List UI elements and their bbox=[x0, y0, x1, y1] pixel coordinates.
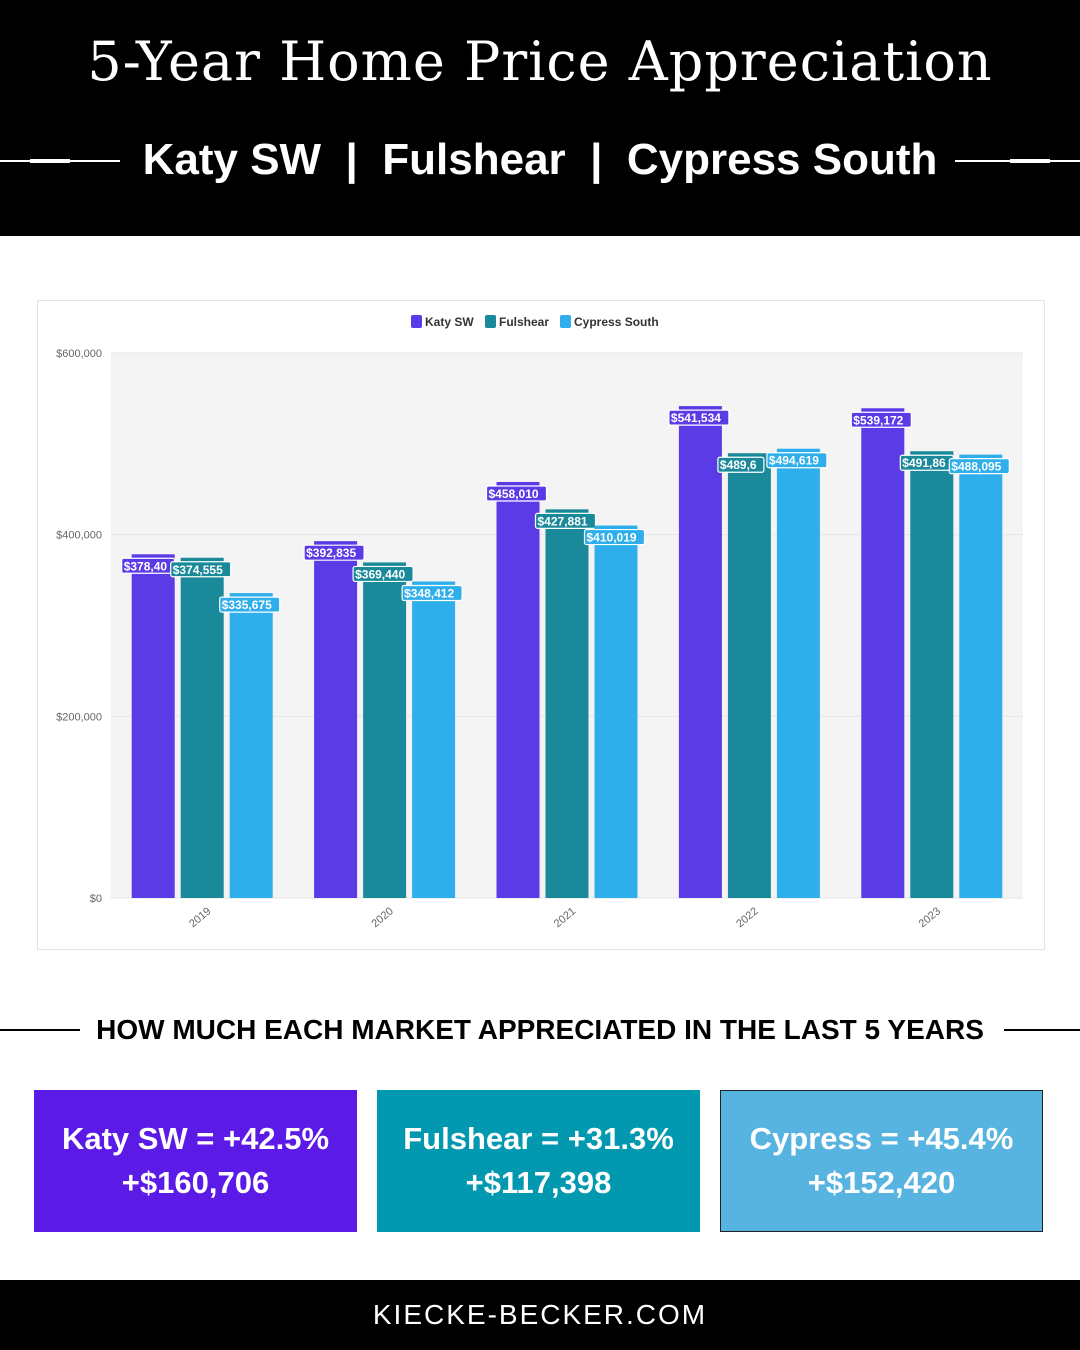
data-label: $348,412 bbox=[404, 587, 454, 601]
bar-fulshear-2019 bbox=[180, 557, 224, 898]
chart-container: $0 $200,000 $400,000 $600,000 Katy SW Fulshea… bbox=[37, 300, 1045, 950]
data-label: $458,010 bbox=[489, 487, 539, 501]
legend-swatch-cypress-south bbox=[560, 315, 571, 328]
bar-fulshear-2021 bbox=[545, 509, 589, 898]
bar-cypress-south-2023 bbox=[959, 454, 1003, 898]
data-label-bg bbox=[485, 485, 548, 502]
stat-card-fulshear: Fulshear = +31.3% +$117,398 bbox=[377, 1090, 700, 1232]
header-banner: 5-Year Home Price Appreciation Katy SW |… bbox=[0, 0, 1080, 236]
bar-katy-sw-2022 bbox=[678, 406, 722, 898]
data-label-bg bbox=[401, 584, 463, 602]
stat-katy-percent: Katy SW = +42.5% bbox=[61, 1121, 330, 1156]
x-tick-label: 2020 bbox=[369, 905, 395, 930]
data-label: $488,095 bbox=[951, 460, 1001, 474]
stat-card-cypress: Cypress = +45.4% +$152,420 bbox=[720, 1090, 1043, 1232]
data-label-bg bbox=[170, 561, 232, 578]
data-label-bg bbox=[303, 544, 365, 561]
bar-fulshear-2023 bbox=[910, 451, 954, 898]
bar-fulshear-2022 bbox=[727, 453, 771, 898]
page-title: 5-Year Home Price Appreciation bbox=[87, 30, 993, 93]
data-label-bg bbox=[219, 596, 281, 613]
data-label: $369,440 bbox=[355, 567, 405, 581]
legend-swatch-katy-sw bbox=[411, 315, 422, 328]
page-subtitle: Katy SW | Fulshear | Cypress South bbox=[142, 135, 938, 184]
data-label-bg bbox=[717, 456, 765, 473]
subtitle-rule-right bbox=[955, 159, 1080, 163]
data-label: $489,6 bbox=[720, 458, 757, 472]
x-tick-label: 2019 bbox=[187, 905, 213, 930]
bar-cypress-south-2019 bbox=[229, 593, 273, 898]
stat-fulshear-amount: +$117,398 bbox=[465, 1165, 612, 1200]
data-label-bg bbox=[668, 409, 730, 426]
x-tick-label: 2023 bbox=[917, 905, 943, 930]
stat-katy-amount: +$160,706 bbox=[121, 1165, 270, 1200]
data-label: $374,555 bbox=[173, 563, 223, 577]
data-label: $491,86 bbox=[902, 456, 946, 470]
bar-katy-sw-2023 bbox=[861, 408, 905, 898]
legend-label: Katy SW bbox=[425, 315, 474, 329]
footer: KIECKE-BECKER.COM bbox=[0, 1280, 1080, 1350]
data-label-bg bbox=[766, 452, 828, 469]
section-title: HOW MUCH EACH MARKET APPRECIATED IN THE … bbox=[96, 1014, 984, 1045]
stat-cypress-percent: Cypress = +45.4% bbox=[749, 1121, 1014, 1156]
y-tick-label: $600,000 bbox=[56, 348, 102, 360]
bar-cypress-south-2022 bbox=[776, 448, 820, 898]
footer-website-link[interactable]: KIECKE-BECKER.COM bbox=[372, 1299, 708, 1330]
data-label: $410,019 bbox=[587, 531, 637, 545]
data-label-bg bbox=[352, 565, 414, 583]
y-tick-label: $400,000 bbox=[56, 530, 102, 542]
stat-fulshear-percent: Fulshear = +31.3% bbox=[403, 1121, 674, 1156]
data-label: $335,675 bbox=[222, 598, 272, 612]
data-label: $494,619 bbox=[769, 454, 819, 468]
y-tick-label: $200,000 bbox=[56, 711, 102, 723]
data-label: $378,40 bbox=[124, 559, 168, 573]
data-label: $427,881 bbox=[538, 514, 588, 528]
x-tick-label: 2022 bbox=[734, 905, 760, 930]
bar-cypress-south-2020 bbox=[412, 581, 456, 898]
data-label-bg bbox=[534, 512, 597, 529]
legend-label: Fulshear bbox=[499, 315, 549, 329]
x-tick-label: 2021 bbox=[552, 905, 578, 930]
stat-cypress-amount: +$152,420 bbox=[807, 1165, 956, 1200]
bar-cypress-south-2021 bbox=[594, 525, 638, 898]
data-label-bg bbox=[850, 411, 912, 428]
data-label-bg bbox=[948, 458, 1010, 475]
section-rule-left bbox=[0, 1029, 80, 1031]
data-label: $539,172 bbox=[853, 413, 903, 427]
subtitle-row: Katy SW | Fulshear | Cypress South bbox=[0, 130, 1080, 190]
data-label: $541,534 bbox=[671, 411, 721, 425]
subtitle-rule-left bbox=[0, 159, 120, 163]
data-label: $392,835 bbox=[306, 546, 356, 560]
section-rule-right bbox=[1004, 1029, 1080, 1031]
y-tick-label: $0 bbox=[90, 893, 102, 905]
legend-label: Cypress South bbox=[574, 315, 659, 329]
bar-fulshear-2020 bbox=[363, 562, 407, 898]
bar-chart: $0 $200,000 $400,000 $600,000 Katy SW Fulshea… bbox=[56, 315, 1023, 930]
bar-katy-sw-2020 bbox=[314, 541, 358, 898]
bar-katy-sw-2019 bbox=[131, 554, 175, 898]
section-title-row: HOW MUCH EACH MARKET APPRECIATED IN THE … bbox=[0, 1008, 1080, 1052]
bar-katy-sw-2021 bbox=[496, 481, 540, 898]
stat-card-katy: Katy SW = +42.5% +$160,706 bbox=[34, 1090, 357, 1232]
legend-swatch-fulshear bbox=[485, 315, 496, 328]
data-label-bg bbox=[583, 528, 646, 546]
